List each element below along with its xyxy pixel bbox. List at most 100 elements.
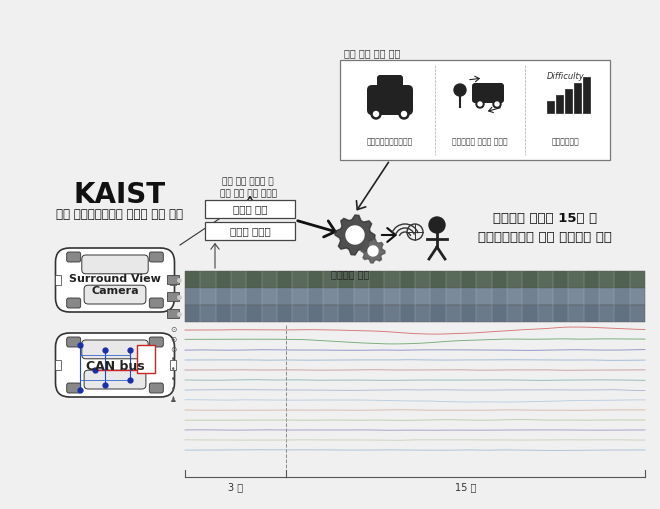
Circle shape — [399, 109, 409, 119]
Bar — [170, 275, 176, 285]
Circle shape — [478, 102, 482, 106]
Text: 차량 대화형서비스의 안전성 증진 기술: 차량 대화형서비스의 안전성 증진 기술 — [57, 209, 183, 221]
Bar — [522, 305, 538, 322]
Text: 주관적어려움: 주관적어려움 — [551, 137, 579, 147]
Polygon shape — [361, 239, 385, 263]
Text: •: • — [171, 355, 176, 364]
FancyBboxPatch shape — [84, 285, 146, 304]
Text: 15 초: 15 초 — [455, 482, 477, 492]
Bar — [430, 271, 446, 288]
Text: Difficulty: Difficulty — [547, 72, 585, 81]
Bar — [339, 305, 354, 322]
Bar — [492, 305, 507, 322]
FancyBboxPatch shape — [82, 340, 148, 359]
Circle shape — [493, 100, 501, 108]
Bar — [167, 309, 179, 318]
Text: 특징값 추출: 특징값 추출 — [233, 204, 267, 214]
Bar — [339, 271, 354, 288]
Text: 대화서비스 수행의 성공률: 대화서비스 수행의 성공률 — [452, 137, 508, 147]
Bar — [556, 95, 563, 113]
Bar — [461, 288, 477, 305]
Bar — [137, 345, 155, 373]
Bar — [216, 305, 231, 322]
Text: Surround View
Camera: Surround View Camera — [69, 274, 161, 296]
Bar — [55, 275, 61, 285]
Bar — [492, 288, 507, 305]
Bar — [430, 305, 446, 322]
Bar — [565, 89, 572, 113]
Bar — [246, 288, 261, 305]
Text: KAIST: KAIST — [74, 181, 166, 209]
FancyBboxPatch shape — [67, 383, 81, 393]
Bar — [400, 305, 415, 322]
Bar — [55, 360, 61, 370]
Bar — [205, 222, 295, 240]
Text: ⊙: ⊙ — [170, 325, 176, 334]
Bar — [614, 305, 630, 322]
Text: •: • — [171, 376, 176, 384]
FancyBboxPatch shape — [149, 298, 163, 308]
Polygon shape — [346, 226, 364, 244]
Text: 데이터 전처리: 데이터 전처리 — [230, 226, 271, 236]
Bar — [170, 360, 176, 370]
Bar — [553, 305, 568, 322]
Text: 운전자가 앞으로 15초 간
대화형서비스를 사용 가능한지 예측: 운전자가 앞으로 15초 간 대화형서비스를 사용 가능한지 예측 — [478, 212, 612, 244]
FancyBboxPatch shape — [67, 337, 81, 347]
Bar — [277, 271, 292, 288]
Polygon shape — [335, 215, 375, 255]
Bar — [547, 101, 554, 113]
Bar — [205, 200, 295, 218]
Bar — [522, 288, 538, 305]
Circle shape — [454, 84, 466, 96]
Bar — [216, 288, 231, 305]
Text: ⊙: ⊙ — [170, 335, 176, 345]
Text: •: • — [171, 385, 176, 394]
Bar — [246, 305, 261, 322]
Bar — [216, 271, 231, 288]
Bar — [461, 271, 477, 288]
FancyBboxPatch shape — [84, 370, 146, 389]
Text: •: • — [171, 365, 176, 375]
Bar — [430, 288, 446, 305]
Bar — [308, 271, 323, 288]
Bar — [492, 271, 507, 288]
Bar — [583, 288, 599, 305]
Text: ⊙: ⊙ — [170, 346, 176, 354]
Bar — [185, 288, 645, 305]
Bar — [553, 271, 568, 288]
FancyBboxPatch shape — [67, 252, 81, 262]
Bar — [277, 288, 292, 305]
Text: ♟: ♟ — [170, 395, 176, 405]
Circle shape — [371, 109, 381, 119]
Bar — [583, 77, 590, 113]
Bar — [185, 288, 201, 305]
Bar — [167, 292, 179, 301]
Bar — [553, 288, 568, 305]
FancyBboxPatch shape — [55, 248, 174, 312]
Bar — [583, 305, 599, 322]
Bar — [522, 271, 538, 288]
Text: 기계학습 모델: 기계학습 모델 — [331, 269, 369, 279]
Polygon shape — [368, 246, 378, 256]
Bar — [185, 271, 645, 288]
FancyBboxPatch shape — [367, 85, 413, 115]
Circle shape — [476, 100, 484, 108]
Bar — [277, 305, 292, 322]
Circle shape — [495, 102, 499, 106]
Bar — [369, 271, 384, 288]
Bar — [400, 288, 415, 305]
Bar — [614, 288, 630, 305]
Bar — [185, 271, 201, 288]
Bar — [340, 60, 610, 160]
FancyBboxPatch shape — [377, 75, 403, 91]
Text: 차량 센서 데이터 및
주변 환경 정보 데이터: 차량 센서 데이터 및 주변 환경 정보 데이터 — [220, 178, 277, 199]
Text: 시점 판단 인지 모델: 시점 판단 인지 모델 — [344, 48, 401, 58]
Bar — [369, 305, 384, 322]
Text: CAN bus: CAN bus — [86, 360, 145, 374]
Text: 현재운전상황의안전도: 현재운전상황의안전도 — [367, 137, 413, 147]
Bar — [308, 305, 323, 322]
Circle shape — [401, 111, 407, 117]
Circle shape — [374, 111, 378, 117]
Bar — [339, 288, 354, 305]
Circle shape — [429, 217, 445, 233]
